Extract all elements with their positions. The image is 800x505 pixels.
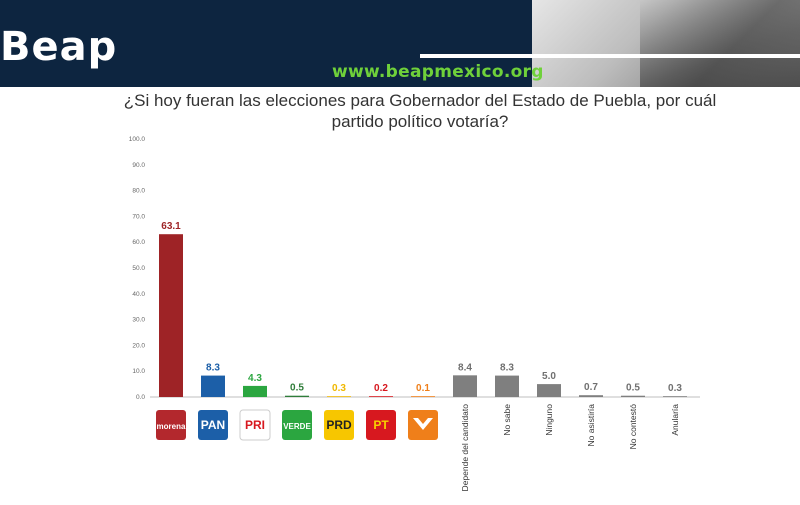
y-tick-label: 30.0 — [132, 317, 145, 324]
data-label: 0.1 — [416, 383, 430, 394]
y-tick-label: 50.0 — [132, 265, 145, 272]
bars — [159, 234, 687, 397]
bar — [621, 395, 645, 397]
data-label: 0.5 — [290, 383, 304, 394]
chart-title: ¿Si hoy fueran las elecciones para Gober… — [123, 91, 717, 131]
y-tick-label: 60.0 — [132, 239, 145, 246]
y-tick-label: 90.0 — [132, 162, 145, 169]
category-label: Depende del candidato — [460, 404, 470, 492]
movimiento-ciudadano-icon — [413, 418, 433, 430]
party-logo-box — [366, 410, 396, 440]
data-label: 8.3 — [206, 363, 220, 374]
data-label: 8.4 — [458, 362, 472, 373]
party-logo-text: VERDE — [283, 422, 311, 431]
bar — [495, 375, 519, 397]
url-band — [326, 60, 532, 87]
party-logo: PT — [366, 410, 396, 440]
category-label: No sabe — [502, 404, 512, 436]
bar — [663, 396, 687, 397]
y-tick-label: 70.0 — [132, 213, 145, 220]
header-banner: Beap www.beapmexico.org — [0, 0, 800, 87]
data-label: 0.3 — [668, 383, 682, 394]
y-tick-label: 0.0 — [136, 394, 145, 401]
data-label: 8.3 — [500, 363, 514, 374]
bar — [327, 396, 351, 397]
y-tick-label: 40.0 — [132, 291, 145, 298]
party-logo: PRI — [239, 409, 271, 441]
party-logo-box — [239, 409, 271, 441]
data-label: 4.3 — [248, 373, 262, 384]
y-tick-label: 20.0 — [132, 342, 145, 349]
header-divider-line — [420, 54, 800, 58]
y-tick-label: 80.0 — [132, 188, 145, 195]
data-label: 0.7 — [584, 382, 598, 393]
bar — [579, 395, 603, 397]
category-label: Ninguno — [544, 404, 554, 436]
party-logo: VERDE — [282, 410, 312, 440]
category-label: No asistiría — [586, 404, 596, 447]
data-label: 5.0 — [542, 371, 556, 382]
beap-logo: Beap — [0, 24, 118, 70]
party-logo-text: PRI — [245, 418, 265, 432]
category-label: No contestó — [628, 404, 638, 450]
party-logos: morena PAN PRI VERDE PRD PT — [156, 409, 438, 441]
data-label: 63.1 — [161, 221, 181, 232]
party-logo-text: PAN — [201, 418, 225, 432]
bar — [159, 234, 183, 397]
bar — [537, 384, 561, 397]
bar — [285, 395, 309, 397]
value-labels: 63.1 8.3 4.3 0.5 0.3 0.2 0.1 8.4 8.3 5.0 0.7 0.5 0.3 — [161, 221, 682, 394]
bar — [369, 396, 393, 397]
party-logo-box — [198, 410, 228, 440]
party-logo-box — [324, 410, 354, 440]
party-logo-box — [282, 410, 312, 440]
party-logo-text: PRD — [326, 418, 352, 432]
header-photo-shade — [640, 0, 800, 87]
party-logo: PRD — [324, 410, 354, 440]
party-logo-box — [156, 410, 186, 440]
category-label: Anularía — [670, 404, 680, 436]
y-tick-label: 10.0 — [132, 368, 145, 375]
party-logo: morena — [156, 410, 186, 440]
y-axis: 0.0 10.0 20.0 30.0 40.0 50.0 60.0 70.0 80.0 90.0 1… — [129, 136, 146, 401]
y-tick-label: 100.0 — [129, 136, 146, 143]
bar — [243, 385, 267, 397]
bar — [201, 375, 225, 397]
category-labels: Depende del candidato No sabe Ninguno No as… — [460, 404, 680, 492]
bar — [453, 375, 477, 397]
website-url: www.beapmexico.org — [332, 62, 544, 82]
data-label: 0.2 — [374, 383, 388, 394]
data-label: 0.5 — [626, 383, 640, 394]
party-logo — [408, 410, 438, 440]
party-logo-text: morena — [157, 422, 186, 431]
party-logo-text: PT — [373, 418, 389, 432]
party-logo: PAN — [198, 410, 228, 440]
data-label: 0.3 — [332, 383, 346, 394]
bar — [411, 396, 435, 397]
